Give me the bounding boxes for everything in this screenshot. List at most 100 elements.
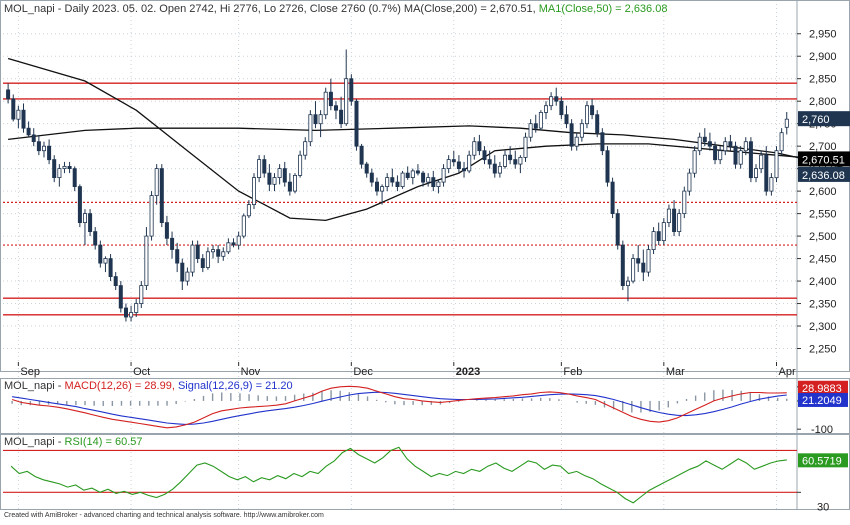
candle-body[interactable] <box>94 232 97 246</box>
candle-body[interactable] <box>509 155 512 160</box>
candle-body[interactable] <box>693 151 696 174</box>
candle-body[interactable] <box>498 166 501 173</box>
candle-body[interactable] <box>211 250 214 252</box>
candle-body[interactable] <box>73 169 76 187</box>
candle-body[interactable] <box>703 137 706 142</box>
candle-body[interactable] <box>48 146 51 160</box>
candle-body[interactable] <box>237 236 240 245</box>
candle-body[interactable] <box>299 155 302 175</box>
candle-body[interactable] <box>319 115 322 124</box>
candle-body[interactable] <box>447 160 450 169</box>
candle-body[interactable] <box>488 160 491 165</box>
candle-body[interactable] <box>667 209 670 223</box>
candle-body[interactable] <box>83 214 86 223</box>
candle-body[interactable] <box>734 146 737 164</box>
candle-body[interactable] <box>688 173 691 191</box>
candle-body[interactable] <box>683 191 686 214</box>
candle-body[interactable] <box>483 151 486 160</box>
candle-body[interactable] <box>544 106 547 113</box>
candle-body[interactable] <box>749 142 752 178</box>
candle-body[interactable] <box>565 115 568 124</box>
candle-body[interactable] <box>160 169 163 223</box>
candle-body[interactable] <box>17 110 20 119</box>
candle-body[interactable] <box>744 142 747 151</box>
candle-body[interactable] <box>181 263 184 281</box>
candle-body[interactable] <box>478 142 481 151</box>
candle-body[interactable] <box>785 119 788 127</box>
candle-body[interactable] <box>529 124 532 138</box>
candle-body[interactable] <box>754 169 757 178</box>
candle-body[interactable] <box>442 169 445 183</box>
candle-body[interactable] <box>780 133 783 151</box>
candle-body[interactable] <box>89 214 92 232</box>
candle-body[interactable] <box>647 250 650 273</box>
candle-body[interactable] <box>585 106 588 124</box>
candle-body[interactable] <box>329 92 332 106</box>
candle-body[interactable] <box>391 178 394 183</box>
candle-body[interactable] <box>616 214 619 246</box>
candle-body[interactable] <box>555 97 558 102</box>
candle-body[interactable] <box>729 142 732 147</box>
candle-body[interactable] <box>406 173 409 178</box>
candle-body[interactable] <box>22 110 25 128</box>
candle-body[interactable] <box>437 182 440 187</box>
candle-body[interactable] <box>145 236 148 286</box>
candle-body[interactable] <box>242 216 245 236</box>
candle-body[interactable] <box>114 277 117 286</box>
price-panel[interactable] <box>3 49 850 321</box>
candle-body[interactable] <box>432 178 435 187</box>
candle-body[interactable] <box>58 169 61 178</box>
candle-body[interactable] <box>104 259 107 264</box>
candle-body[interactable] <box>365 164 368 173</box>
candle-body[interactable] <box>119 286 122 309</box>
candle-body[interactable] <box>570 124 573 147</box>
candle-body[interactable] <box>206 252 209 268</box>
candle-body[interactable] <box>150 196 153 237</box>
candle-body[interactable] <box>657 232 660 241</box>
candle-body[interactable] <box>698 137 701 151</box>
candle-body[interactable] <box>355 101 358 146</box>
macd-panel[interactable] <box>12 386 787 428</box>
candle-body[interactable] <box>99 245 102 263</box>
rsi-panel[interactable] <box>3 447 797 503</box>
candle-body[interactable] <box>288 182 291 191</box>
candle-body[interactable] <box>130 313 133 318</box>
candle-body[interactable] <box>386 178 389 187</box>
candle-body[interactable] <box>401 173 404 187</box>
candle-body[interactable] <box>457 162 460 169</box>
candle-body[interactable] <box>12 99 15 119</box>
candle-body[interactable] <box>678 214 681 232</box>
candle-body[interactable] <box>293 175 296 191</box>
candle-body[interactable] <box>770 178 773 192</box>
candle-body[interactable] <box>539 112 542 128</box>
candle-body[interactable] <box>642 263 645 272</box>
candle-body[interactable] <box>416 171 419 173</box>
candle-body[interactable] <box>591 106 594 115</box>
candle-body[interactable] <box>176 250 179 264</box>
candle-body[interactable] <box>580 124 583 138</box>
candle-body[interactable] <box>462 169 465 171</box>
candle-body[interactable] <box>217 250 220 257</box>
candle-body[interactable] <box>765 155 768 191</box>
candle-body[interactable] <box>411 171 414 178</box>
candle-body[interactable] <box>370 173 373 182</box>
candle-body[interactable] <box>63 166 66 168</box>
candle-body[interactable] <box>452 160 455 162</box>
candle-body[interactable] <box>606 151 609 183</box>
candle-body[interactable] <box>775 151 778 178</box>
candle-body[interactable] <box>621 245 624 286</box>
candle-body[interactable] <box>334 106 337 111</box>
candle-body[interactable] <box>345 79 348 124</box>
candle-body[interactable] <box>760 155 763 169</box>
candle-body[interactable] <box>32 135 35 142</box>
candle-body[interactable] <box>324 92 327 115</box>
candle-body[interactable] <box>375 182 378 191</box>
candle-body[interactable] <box>739 151 742 165</box>
candle-body[interactable] <box>27 128 30 135</box>
candle-body[interactable] <box>227 243 230 252</box>
candle-body[interactable] <box>673 209 676 232</box>
candle-body[interactable] <box>611 182 614 214</box>
candle-body[interactable] <box>719 151 722 160</box>
candle-body[interactable] <box>140 286 143 304</box>
candle-body[interactable] <box>662 223 665 241</box>
